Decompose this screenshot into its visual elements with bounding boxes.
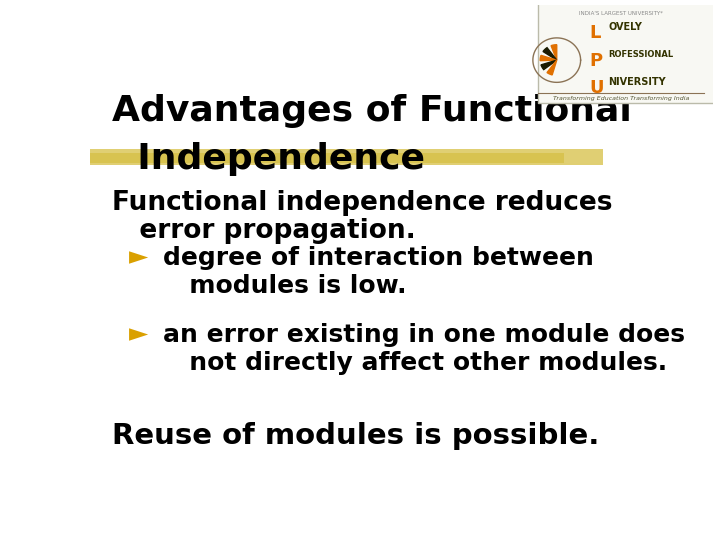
Text: degree of interaction between: degree of interaction between [163,246,593,269]
Polygon shape [547,60,557,75]
Text: ►: ► [129,246,148,269]
Text: Reuse of modules is possible.: Reuse of modules is possible. [112,422,600,450]
Text: Functional independence reduces: Functional independence reduces [112,190,613,215]
Text: L: L [590,24,601,42]
Text: U: U [590,79,604,97]
FancyBboxPatch shape [90,153,564,163]
Text: error propagation.: error propagation. [112,218,416,244]
FancyBboxPatch shape [90,149,603,165]
Polygon shape [540,56,557,60]
Text: ►: ► [129,322,148,347]
Polygon shape [541,60,557,70]
Text: an error existing in one module does: an error existing in one module does [163,322,685,347]
Text: Transforming Education Transforming India: Transforming Education Transforming Indi… [553,96,689,101]
Text: Advantages of Functional: Advantages of Functional [112,94,632,128]
Text: Independence: Independence [112,141,426,176]
Text: P: P [590,51,603,70]
Text: not directly affect other modules.: not directly affect other modules. [163,351,667,375]
Text: INDIA'S LARGEST UNIVERSITY*: INDIA'S LARGEST UNIVERSITY* [579,10,663,16]
Text: NIVERSITY: NIVERSITY [608,77,666,87]
Polygon shape [551,45,557,60]
Text: ROFESSIONAL: ROFESSIONAL [608,50,673,59]
Text: OVELY: OVELY [608,23,642,32]
Polygon shape [543,48,557,60]
Text: modules is low.: modules is low. [163,274,406,298]
FancyBboxPatch shape [539,0,720,103]
